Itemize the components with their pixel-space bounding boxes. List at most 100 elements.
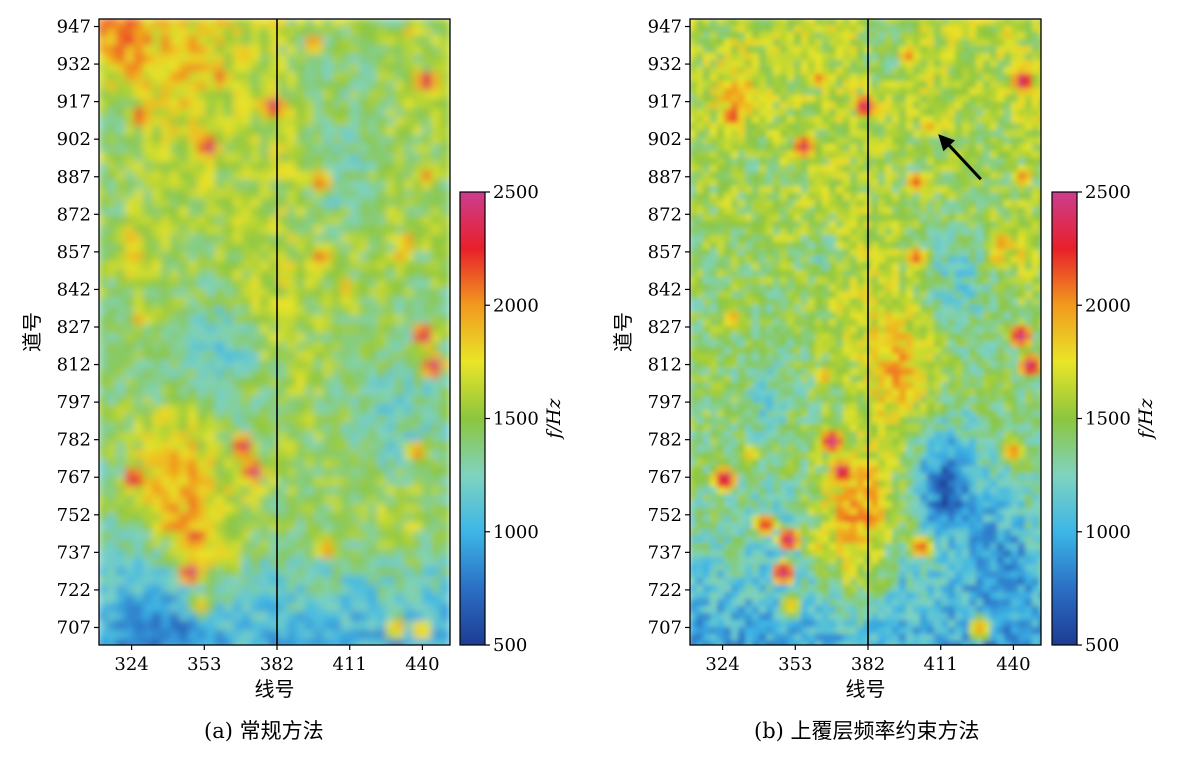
heatmap-cell	[251, 630, 262, 641]
heatmap-cell	[1025, 74, 1034, 83]
heatmap-cell	[829, 74, 838, 83]
heatmap-cell	[766, 46, 775, 55]
heatmap-cell	[710, 319, 719, 328]
heatmap-cell	[305, 315, 316, 326]
heatmap-cell	[341, 108, 352, 119]
heatmap-cell	[801, 221, 810, 230]
heatmap-cell	[107, 360, 118, 371]
heatmap-cell	[962, 214, 971, 223]
heatmap-cell	[377, 594, 388, 605]
heatmap-cell	[305, 270, 316, 281]
heatmap-cell	[1004, 193, 1013, 202]
heatmap-cell	[983, 19, 992, 27]
heatmap-cell	[242, 261, 253, 272]
heatmap-cell	[794, 298, 803, 307]
heatmap-cell	[404, 45, 415, 56]
heatmap-cell	[314, 261, 325, 272]
heatmap-cell	[242, 639, 253, 645]
heatmap-cell	[413, 135, 424, 146]
heatmap-cell	[878, 291, 887, 300]
heatmap-cell	[233, 441, 244, 452]
y-tick-label: 932	[57, 54, 91, 75]
heatmap-cell	[440, 72, 450, 83]
heatmap-cell	[976, 242, 985, 251]
heatmap-cell	[913, 179, 922, 188]
heatmap-cell	[206, 135, 217, 146]
heatmap-cell	[422, 360, 433, 371]
heatmap-cell	[287, 567, 298, 578]
heatmap-cell	[188, 369, 199, 380]
heatmap-cell	[143, 441, 154, 452]
heatmap-cell	[179, 243, 190, 254]
heatmap-cell	[899, 228, 908, 237]
heatmap-cell	[359, 19, 370, 29]
heatmap-cell	[206, 531, 217, 542]
heatmap-cell	[224, 90, 235, 101]
heatmap-cell	[906, 67, 915, 76]
heatmap-cell	[829, 109, 838, 118]
heatmap-cell	[179, 72, 190, 83]
heatmap-cell	[738, 186, 747, 195]
heatmap-cell	[377, 297, 388, 308]
heatmap-cell	[269, 630, 280, 641]
heatmap-cell	[983, 46, 992, 55]
heatmap-cell	[188, 351, 199, 362]
heatmap-cell	[948, 242, 957, 251]
heatmap-cell	[440, 621, 450, 632]
heatmap-cell	[885, 123, 894, 132]
heatmap-cell	[143, 261, 154, 272]
heatmap-cell	[431, 396, 442, 407]
heatmap-cell	[260, 19, 271, 29]
heatmap-cell	[143, 495, 154, 506]
heatmap-cell	[206, 180, 217, 191]
heatmap-cell	[1032, 179, 1041, 188]
heatmap-cell	[152, 279, 163, 290]
heatmap-cell	[440, 477, 450, 488]
heatmap-cell	[368, 270, 379, 281]
heatmap-cell	[885, 242, 894, 251]
heatmap-cell	[829, 130, 838, 139]
heatmap-cell	[188, 522, 199, 533]
heatmap-cell	[1004, 109, 1013, 118]
heatmap-cell	[269, 261, 280, 272]
heatmap-cell	[696, 277, 705, 286]
heatmap-cell	[116, 369, 127, 380]
heatmap-cell	[377, 351, 388, 362]
heatmap-cell	[404, 486, 415, 497]
heatmap-cell	[1011, 60, 1020, 69]
heatmap-cell	[152, 459, 163, 470]
heatmap-cell	[431, 207, 442, 218]
heatmap-cell	[843, 74, 852, 83]
heatmap-cell	[224, 243, 235, 254]
heatmap-cell	[801, 60, 810, 69]
heatmap-cell	[822, 284, 831, 293]
heatmap-cell	[287, 99, 298, 110]
heatmap-cell	[305, 153, 316, 164]
heatmap-cell	[350, 297, 361, 308]
heatmap-cell	[983, 263, 992, 272]
heatmap-cell	[843, 193, 852, 202]
heatmap-cell	[260, 540, 271, 551]
heatmap-cell	[696, 179, 705, 188]
heatmap-cell	[296, 495, 307, 506]
heatmap-cell	[260, 261, 271, 272]
heatmap-cell	[422, 639, 433, 645]
heatmap-cell	[787, 19, 796, 27]
heatmap-cell	[161, 19, 172, 29]
plot-frame	[98, 18, 451, 646]
heatmap-cell	[724, 74, 733, 83]
heatmap-cell	[332, 81, 343, 92]
heatmap-cell	[871, 312, 880, 321]
heatmap-cell	[125, 225, 136, 236]
heatmap-cell	[413, 603, 424, 614]
heatmap-cell	[808, 109, 817, 118]
heatmap-cell	[857, 186, 866, 195]
heatmap-cell	[766, 123, 775, 132]
heatmap-cell	[278, 243, 289, 254]
heatmap-cell	[215, 360, 226, 371]
heatmap-cell	[260, 495, 271, 506]
heatmap-cell	[296, 297, 307, 308]
heatmap-cell	[314, 288, 325, 299]
heatmap-cell	[197, 297, 208, 308]
heatmap-cell	[1039, 284, 1041, 293]
